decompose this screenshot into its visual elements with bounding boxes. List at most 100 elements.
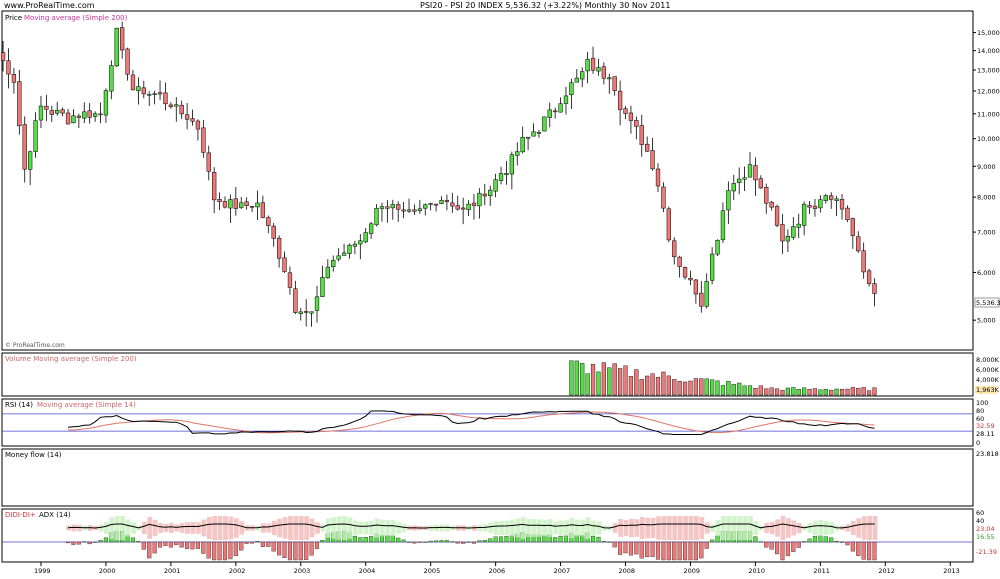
adx-band <box>650 517 656 539</box>
adx-panel <box>1 508 974 563</box>
adx-band <box>634 519 640 537</box>
candle-body <box>157 92 163 95</box>
candle-body <box>152 93 157 95</box>
candle-body <box>147 94 152 96</box>
di-bar <box>845 541 850 546</box>
candle-body <box>368 223 374 234</box>
di-bar <box>141 541 146 550</box>
y-axis-label: 13,000 <box>977 67 1000 75</box>
candle-body <box>76 115 82 118</box>
adx-band <box>282 517 288 539</box>
x-axis-label: 2012 <box>878 567 895 575</box>
adx-band <box>201 519 207 537</box>
di-bar <box>260 541 265 547</box>
volume-bar <box>677 381 682 396</box>
candle-body <box>260 202 266 218</box>
di-bar <box>769 541 774 550</box>
candle-body <box>130 74 136 91</box>
price-ma-label: Moving average (Simple 200) <box>24 14 128 22</box>
candle-body <box>645 143 650 152</box>
candle-body <box>477 192 482 207</box>
adx-band <box>867 516 872 540</box>
volume-bar <box>785 387 790 396</box>
adx-band <box>715 519 721 537</box>
di-bar <box>358 537 363 543</box>
adx-band <box>196 522 201 534</box>
adx-band <box>645 517 651 539</box>
candle-body <box>693 279 699 295</box>
volume-bar <box>601 362 606 396</box>
candle-body <box>818 199 823 209</box>
volume-bar <box>818 389 823 396</box>
volume-bar <box>655 376 661 396</box>
x-axis-label: 2010 <box>748 567 765 575</box>
di-bar <box>304 541 309 560</box>
adx-band <box>764 523 770 533</box>
di-bar <box>65 541 71 544</box>
candle-body <box>850 218 855 236</box>
di-bar <box>293 541 298 561</box>
candle-body <box>239 202 244 208</box>
y-axis-label: 7,000 <box>977 229 996 237</box>
di-bar <box>780 541 785 561</box>
rsi-tick-60: 60 <box>976 415 984 423</box>
candle-body <box>699 292 704 307</box>
adx-band <box>796 522 802 534</box>
candle-body <box>433 203 439 206</box>
candle-body <box>120 27 125 51</box>
moneyflow-last: 23.818 <box>976 450 999 458</box>
candle-body <box>780 224 785 242</box>
adx-band <box>775 519 780 537</box>
di-bar <box>623 541 628 554</box>
volume-bar <box>693 378 698 396</box>
candle-body <box>639 125 644 145</box>
adx-band <box>109 517 115 539</box>
candle-body <box>341 252 347 256</box>
adx-band <box>352 520 358 536</box>
adx-band <box>239 521 245 535</box>
candle-body <box>44 105 49 110</box>
candle-body <box>282 257 287 272</box>
x-axis-label: 2008 <box>619 567 636 575</box>
price-label: Price <box>5 14 22 22</box>
di-bar <box>98 540 103 543</box>
candle-body <box>829 195 834 200</box>
adx-band <box>553 521 559 535</box>
adx-band <box>574 519 580 537</box>
candle-body <box>87 110 92 118</box>
candle-body <box>412 209 417 212</box>
candle-body <box>460 207 466 210</box>
adx-band <box>445 524 450 532</box>
adx-last-b: 16.55 <box>976 533 995 541</box>
site-label[interactable]: www.ProRealTime.com <box>4 1 95 10</box>
di-bar <box>655 541 661 560</box>
candle-body <box>563 95 569 104</box>
adx-band <box>856 518 862 538</box>
adx-band <box>710 524 716 532</box>
di-bar <box>683 541 688 561</box>
rsi-line <box>67 410 875 435</box>
di-bar <box>601 541 606 543</box>
adx-band <box>861 516 867 540</box>
adx-band <box>488 522 494 534</box>
candle-body <box>861 250 866 273</box>
di-bar <box>423 541 428 543</box>
adx-tick-60: 60 <box>976 509 984 517</box>
candle-body <box>769 201 774 208</box>
di-bar <box>174 541 179 546</box>
adx-band <box>580 519 586 537</box>
volume-bar <box>796 389 801 396</box>
volume-bar <box>769 387 774 396</box>
di-bar <box>363 537 368 543</box>
candle-body <box>774 206 780 226</box>
candle-body <box>136 86 141 92</box>
adx-band <box>315 522 320 534</box>
adx-band <box>531 519 537 537</box>
volume-bar <box>861 387 866 396</box>
candle-body <box>358 240 363 245</box>
adx-band <box>629 518 634 538</box>
candle-body <box>764 187 769 204</box>
adx-band <box>223 516 228 540</box>
adx-band <box>872 516 878 540</box>
rsi-ma-label: Moving average (Simple 14) <box>37 401 136 409</box>
